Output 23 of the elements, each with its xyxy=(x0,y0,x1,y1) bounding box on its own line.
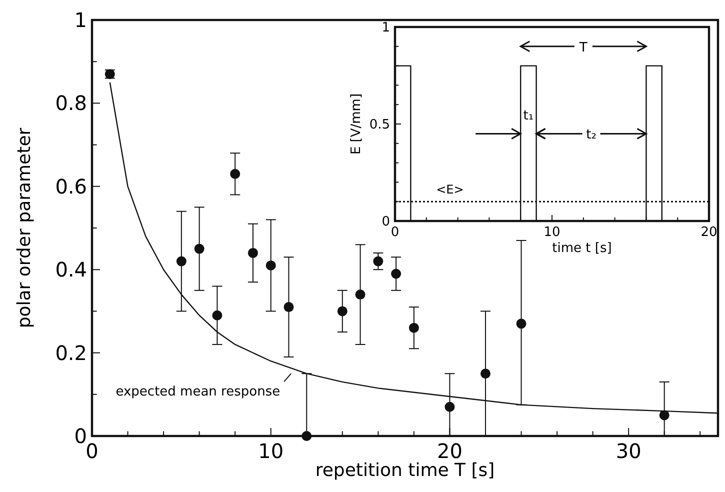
x-axis-title: repetition time T [s] xyxy=(315,460,495,481)
y-tick-label: 0.2 xyxy=(55,340,87,365)
y-tick-label: 0.4 xyxy=(55,258,87,282)
annotation: t₁ xyxy=(523,108,534,124)
x-tick-label: 10 xyxy=(258,439,284,463)
x-tick-label: 30 xyxy=(616,439,642,463)
y-tick-label: 0.8 xyxy=(55,91,87,116)
y-axis-title: E [V/mm] xyxy=(349,93,364,155)
x-tick-label: 10 xyxy=(544,225,560,240)
y-tick-label: 1 xyxy=(382,20,390,36)
ref-line-label: <E> xyxy=(436,182,464,197)
annotation: expected mean response xyxy=(116,384,280,400)
x-tick-label: 20 xyxy=(700,225,718,240)
y-tick-label: 0 xyxy=(382,214,390,230)
y-tick-label: 0 xyxy=(74,424,87,448)
y-axis-title: polar order parameter xyxy=(14,127,35,328)
y-tick-label: 1 xyxy=(74,8,87,32)
annotation: T xyxy=(578,40,588,56)
y-tick-label: 0.6 xyxy=(55,174,87,198)
x-axis-title: time t [s] xyxy=(552,241,612,256)
x-tick-label: 20 xyxy=(436,439,462,463)
y-tick-label: 0.5 xyxy=(369,118,390,133)
annotation: t₂ xyxy=(586,128,596,143)
